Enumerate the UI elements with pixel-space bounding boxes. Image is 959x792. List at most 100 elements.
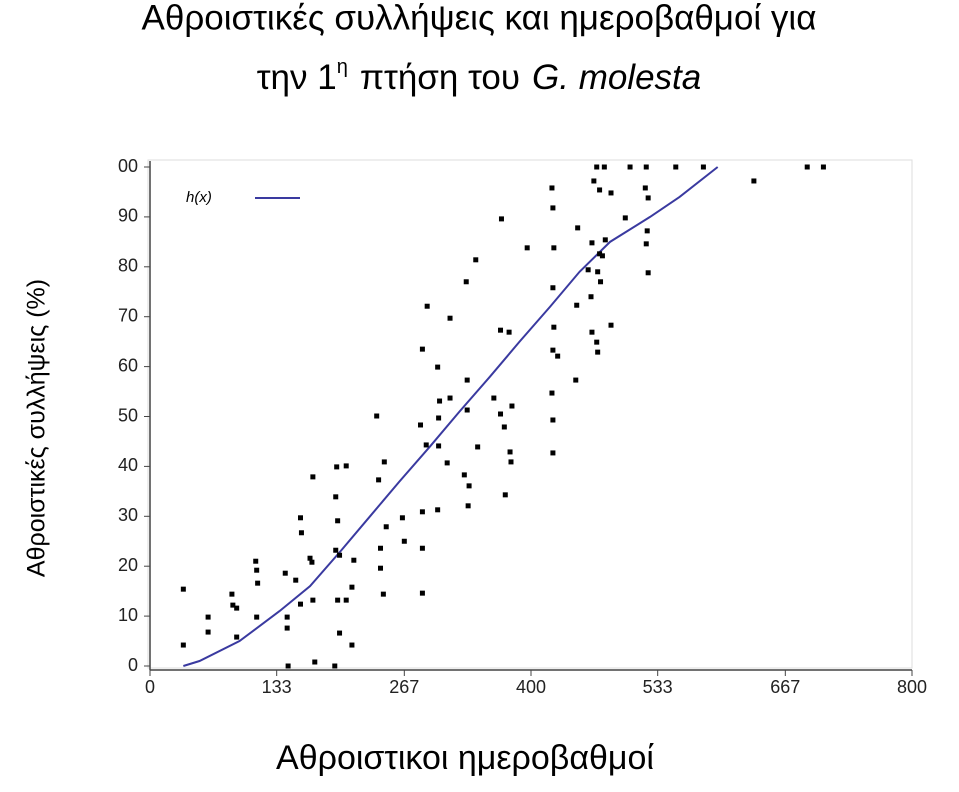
point [282,570,288,576]
point [502,492,508,498]
point [550,450,556,456]
point [376,477,382,483]
point [491,395,497,401]
point [419,509,425,515]
point [645,270,651,276]
y-tick-label: 70 [118,305,138,325]
point [595,349,601,355]
point [297,601,303,607]
point [337,552,343,558]
point [380,591,386,597]
point [575,225,581,231]
point [349,642,355,648]
point [254,567,260,573]
point [550,285,556,291]
point [550,347,556,353]
point [312,659,318,665]
point [588,294,594,300]
point [229,591,235,597]
point [234,605,240,611]
point [463,279,469,285]
point [595,269,601,275]
point [343,597,349,603]
point [351,557,357,563]
point [418,422,424,428]
point [498,216,504,222]
point [473,257,479,263]
point [555,353,561,359]
point [254,614,260,620]
point [180,586,186,592]
title-part: πτήση του [360,58,520,97]
point [627,164,633,170]
point [435,507,441,513]
point [337,630,343,636]
point [551,324,557,330]
point [549,185,555,191]
point [645,195,651,201]
point [585,267,591,273]
x-tick-label: 400 [516,677,546,697]
title-line-1: Αθροιστικές συλλήψεις και ημεροβαθμοί γι… [142,0,817,37]
point [622,215,628,221]
point [464,407,470,413]
y-tick-label: 20 [118,555,138,575]
point [673,164,679,170]
point [307,555,313,561]
point [333,494,339,500]
point [309,559,315,565]
point [594,339,600,345]
point [424,303,430,309]
point [574,302,580,308]
y-tick-label: 60 [118,355,138,375]
point [378,565,384,571]
point [378,545,384,551]
point [644,228,650,234]
x-tick-label: 533 [643,677,673,697]
point [601,164,607,170]
point [284,614,290,620]
point [205,614,211,620]
point [599,253,605,259]
point [255,580,261,586]
point [332,663,338,669]
point [591,178,597,184]
point [435,364,441,370]
title-italic: G. molesta [532,58,701,97]
y-tick-label: 00 [118,156,138,176]
point [423,442,429,448]
point [419,346,425,352]
point [507,449,513,455]
point [643,241,649,247]
point [597,251,603,257]
point [383,524,389,530]
point [573,377,579,383]
point [349,584,355,590]
point [335,597,341,603]
x-tick-label: 800 [897,677,927,697]
point [475,444,481,450]
point [550,205,556,211]
point [230,602,236,608]
point [437,398,443,404]
point [608,190,614,196]
y-tick-label: 80 [118,256,138,276]
point [464,377,470,383]
fit-line [183,166,719,667]
point [419,590,425,596]
point [643,164,649,170]
point [293,577,299,583]
point [436,443,442,449]
point [550,417,556,423]
point [524,245,530,251]
title-line-2: την 1η πτήση του G. molesta [257,56,702,97]
point [602,237,608,243]
point [253,558,259,564]
point [551,245,557,251]
point [589,240,595,246]
point [334,464,340,470]
point [608,322,614,328]
point [374,413,380,419]
point [509,403,515,409]
point [642,185,648,191]
